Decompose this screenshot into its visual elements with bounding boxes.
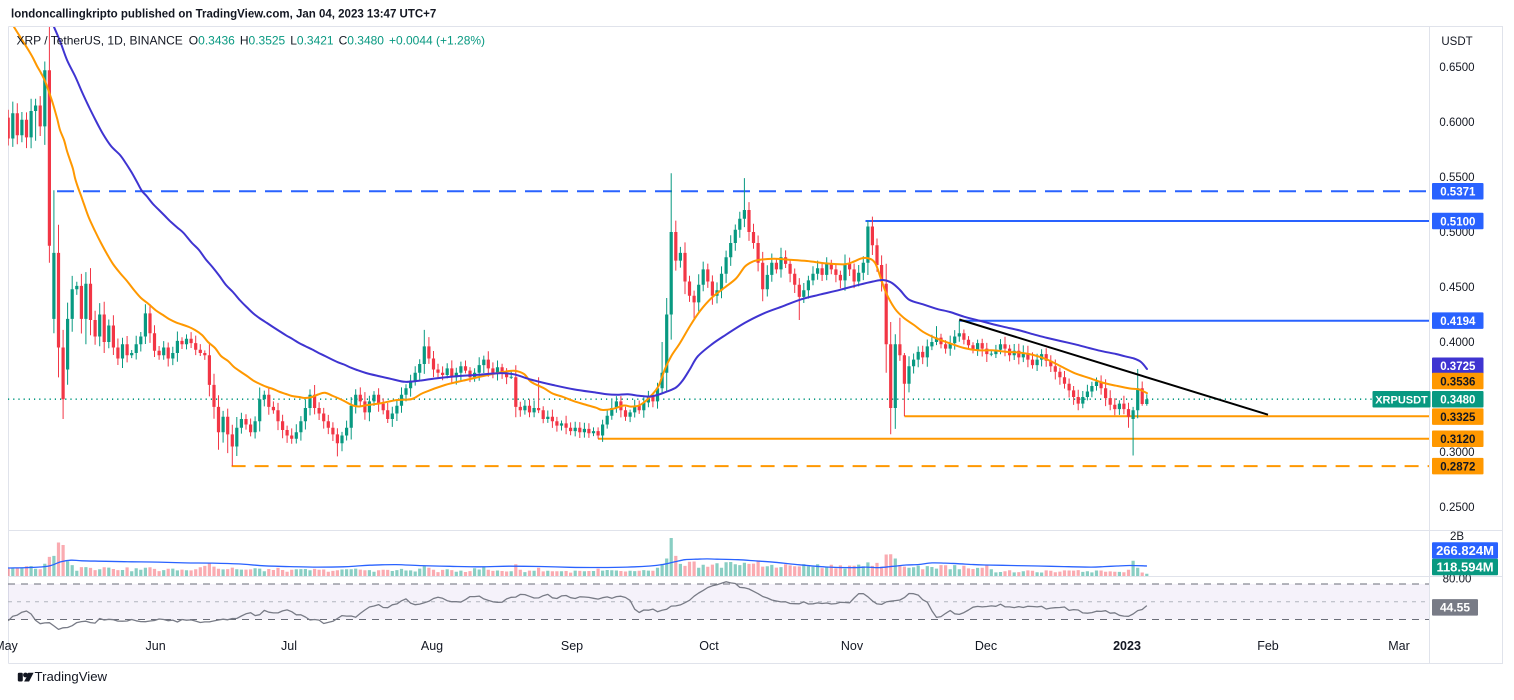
- svg-text:0.2872: 0.2872: [1440, 461, 1475, 473]
- svg-text:0.5500: 0.5500: [1439, 172, 1474, 184]
- svg-text:XRPUSDT: XRPUSDT: [1375, 395, 1428, 407]
- svg-text:0.5371: 0.5371: [1440, 186, 1476, 198]
- svg-text:0.5000: 0.5000: [1439, 227, 1474, 239]
- svg-text:0.5100: 0.5100: [1440, 216, 1475, 228]
- svg-text:0.3725: 0.3725: [1440, 361, 1476, 373]
- svg-text:0.3000: 0.3000: [1439, 447, 1474, 459]
- svg-text:Aug: Aug: [421, 639, 443, 653]
- svg-text:0.3536: 0.3536: [1440, 376, 1475, 388]
- svg-text:266.824M: 266.824M: [1436, 543, 1494, 558]
- svg-text:londoncallingkripto published: londoncallingkripto published on Trading…: [11, 9, 436, 21]
- svg-text:0.4500: 0.4500: [1439, 282, 1474, 294]
- svg-text:0.6500: 0.6500: [1439, 62, 1474, 74]
- svg-text:Feb: Feb: [1257, 639, 1279, 653]
- svg-text:Jul: Jul: [281, 639, 297, 653]
- svg-text:80.00: 80.00: [1443, 574, 1472, 586]
- svg-text:0.3325: 0.3325: [1440, 412, 1476, 424]
- svg-text:May: May: [0, 639, 19, 653]
- svg-text:0.2500: 0.2500: [1439, 502, 1474, 514]
- svg-text:0.3120: 0.3120: [1440, 434, 1475, 446]
- svg-text:Oct: Oct: [699, 639, 719, 653]
- svg-text:Jun: Jun: [146, 639, 166, 653]
- svg-text:0.3480: 0.3480: [1440, 395, 1475, 407]
- svg-text:Nov: Nov: [841, 639, 864, 653]
- svg-text:44.55: 44.55: [1440, 601, 1470, 615]
- svg-text:2023: 2023: [1113, 639, 1141, 653]
- svg-text:2B: 2B: [1450, 531, 1464, 543]
- svg-text:0.6000: 0.6000: [1439, 117, 1474, 129]
- svg-text:USDT: USDT: [1441, 36, 1472, 48]
- svg-text:118.594M: 118.594M: [1436, 559, 1493, 574]
- svg-text:Dec: Dec: [975, 639, 997, 653]
- svg-text:Mar: Mar: [1388, 639, 1410, 653]
- svg-text:TradingView: TradingView: [35, 669, 108, 684]
- svg-text:0.4194: 0.4194: [1440, 316, 1476, 328]
- svg-text:Sep: Sep: [561, 639, 583, 653]
- svg-text:0.4000: 0.4000: [1439, 337, 1474, 349]
